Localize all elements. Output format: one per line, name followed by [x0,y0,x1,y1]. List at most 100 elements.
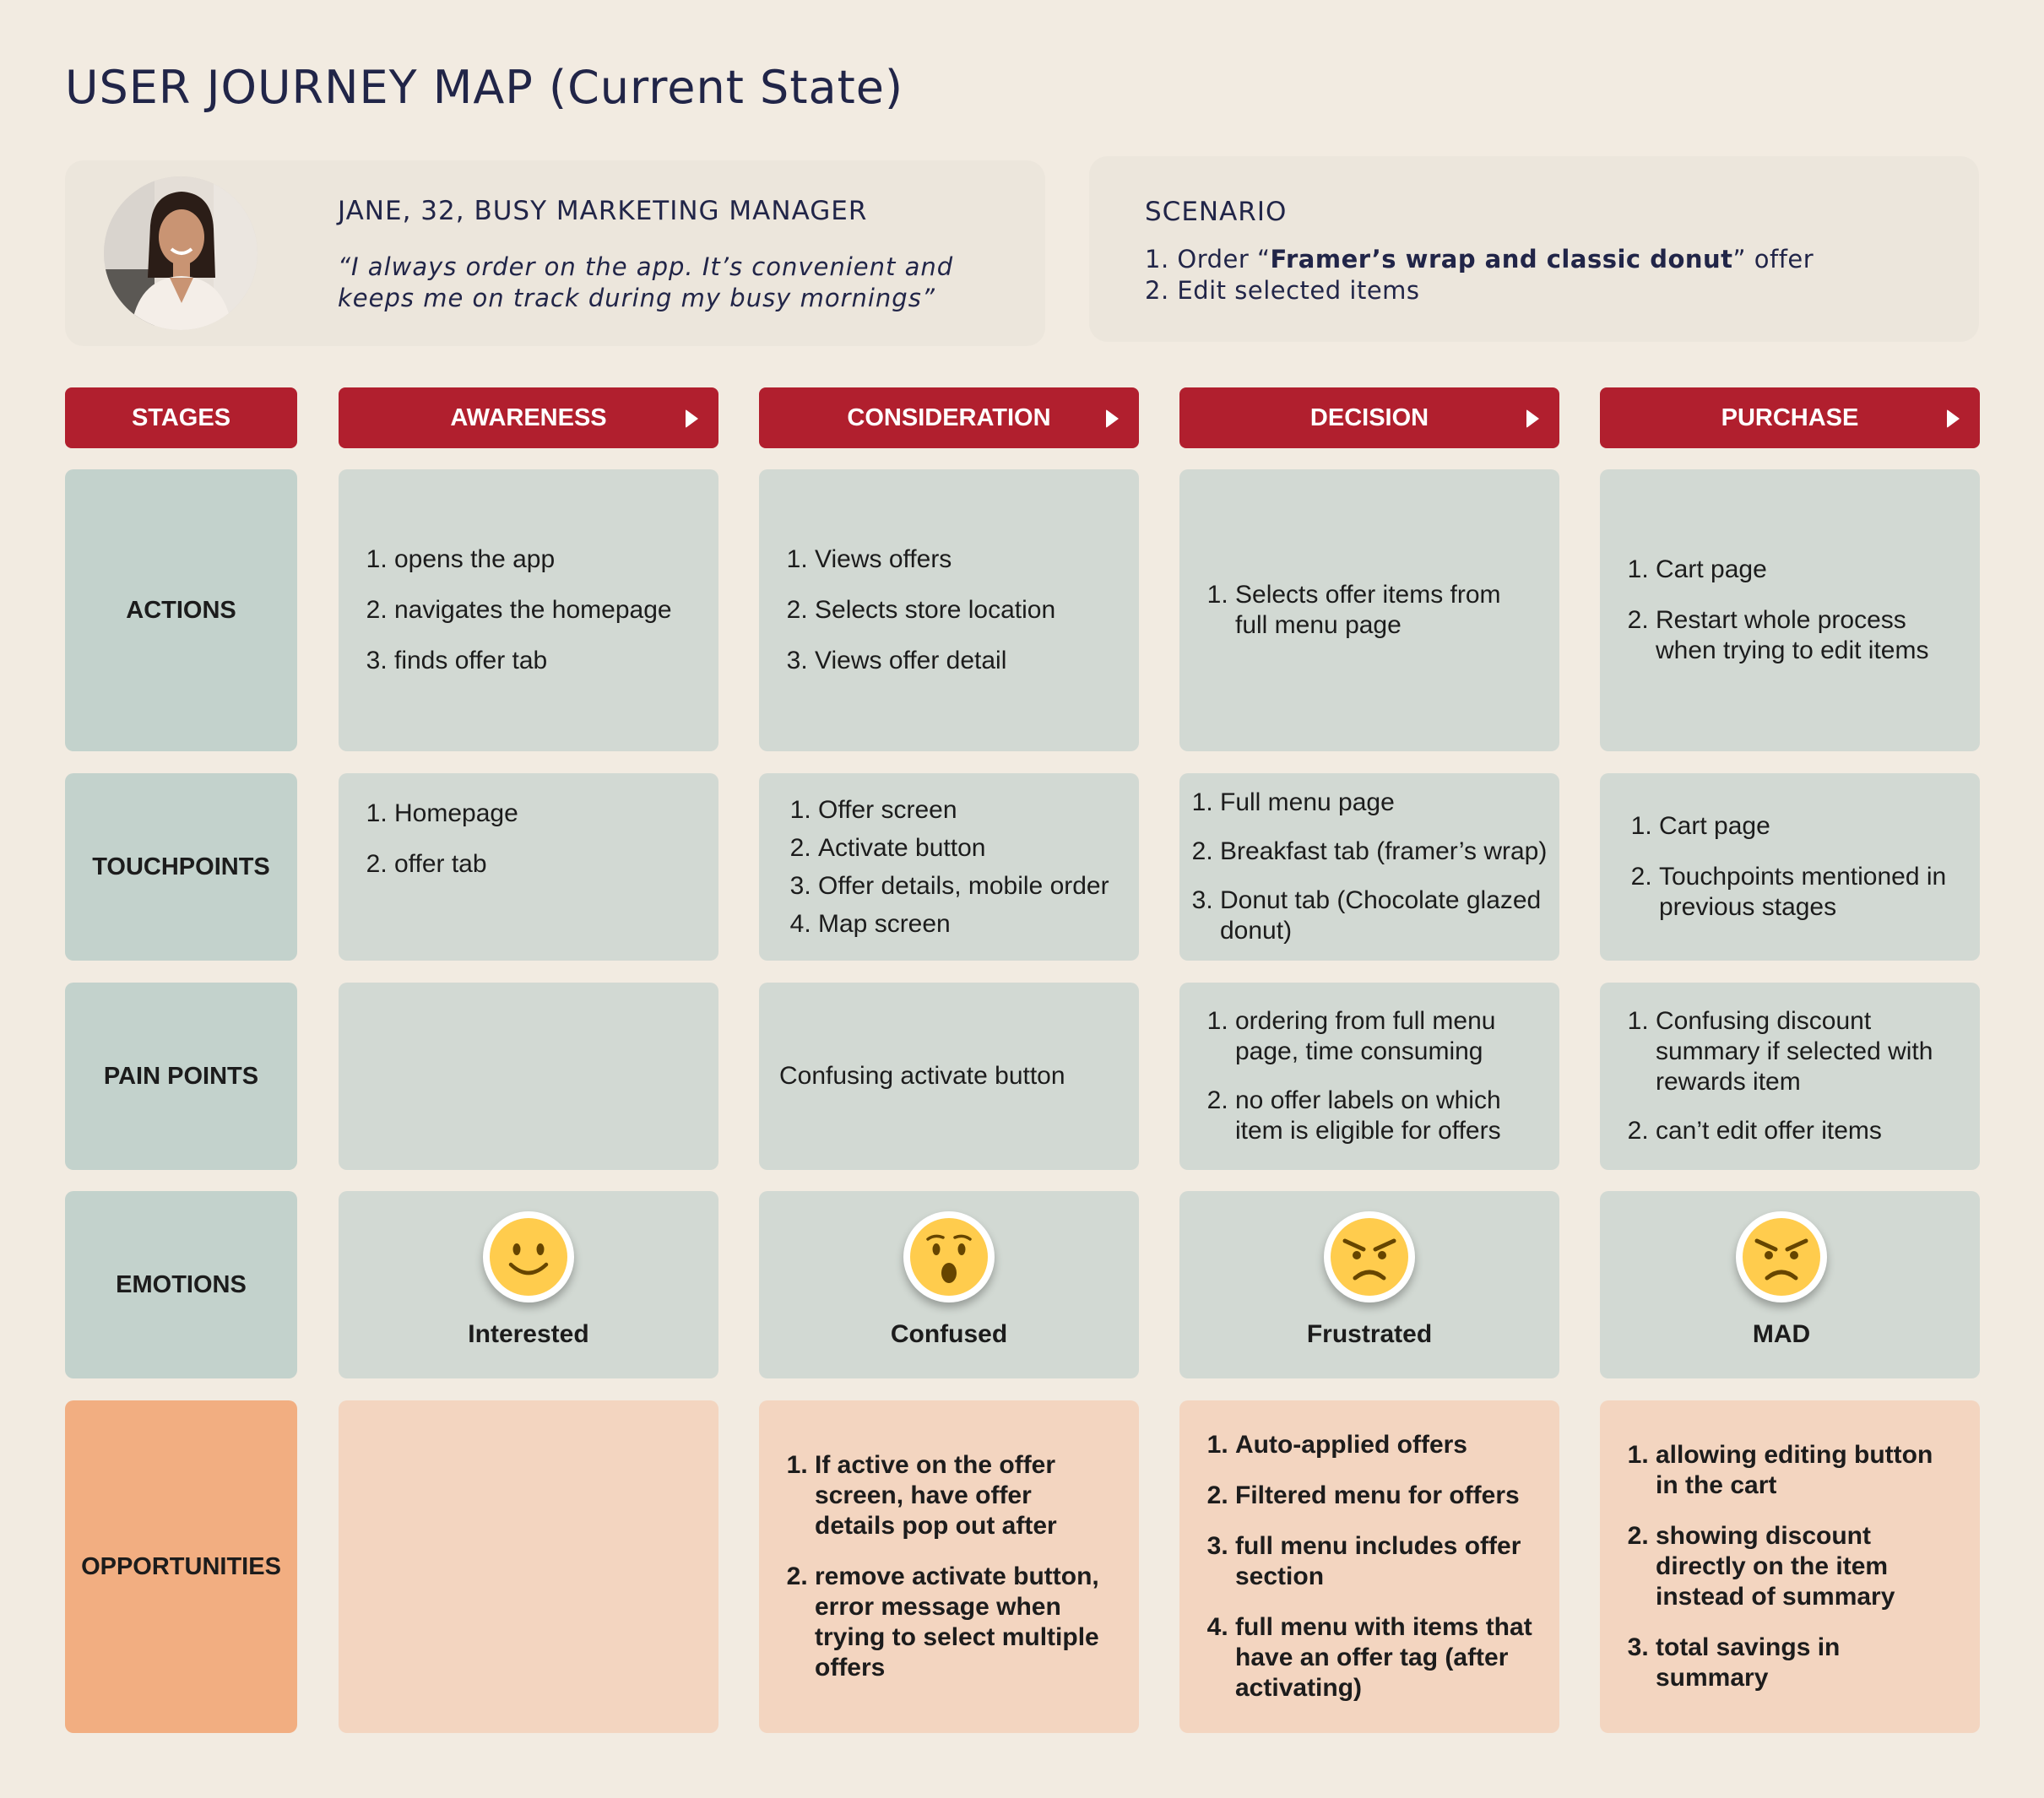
touchpoints-list: Homepage offer tab [364,799,518,880]
play-icon [1106,409,1119,428]
list-item: remove activate button, error message wh… [815,1562,1114,1683]
scenario-item-highlight: Framer’s wrap and classic donut [1270,245,1733,273]
scenario-card: SCENARIO 1. Order “Framer’s wrap and cla… [1089,156,1979,342]
list-item: allowing editing button in the cart [1656,1440,1955,1501]
actions-awareness: opens the app navigates the homepage fin… [339,469,718,751]
actions-decision: Selects offer items from full menu page [1179,469,1559,751]
list-item: full menu includes offer section [1235,1531,1534,1592]
opportunities-list: allowing editing button in the cart show… [1625,1440,1955,1693]
angry-face-icon [1324,1211,1415,1302]
list-item: Selects offer items from full menu page [1235,580,1534,641]
stage-name: AWARENESS [450,403,607,431]
list-item: Views offers [815,544,1055,575]
play-icon [1947,409,1960,428]
list-item: If active on the offer screen, have offe… [815,1450,1114,1541]
list-item: Donut tab (Chocolate glazed donut) [1220,885,1553,946]
pain-points-consideration: Confusing activate button [759,983,1139,1170]
actions-list: opens the app navigates the homepage fin… [364,544,672,676]
list-item: Views offer detail [815,646,1055,676]
actions-list: Cart page Restart whole process when try… [1625,555,1955,666]
row-label-actions: ACTIONS [65,469,297,751]
scenario-item: 1. Order “Framer’s wrap and classic donu… [1145,244,1814,275]
list-item: can’t edit offer items [1656,1116,1955,1146]
actions-list: Views offers Selects store location View… [784,544,1055,676]
row-label-text: PAIN POINTS [103,1063,259,1090]
list-item: Offer details, mobile order [818,871,1109,902]
persona-name: JANE, 32, BUSY MARKETING MANAGER [338,196,868,226]
list-item: Touchpoints mentioned in previous stages [1659,862,1955,923]
row-label-pain-points: PAIN POINTS [65,983,297,1170]
list-item: no offer labels on which item is eligibl… [1235,1086,1534,1146]
pain-point-text: Confusing activate button [779,1062,1065,1090]
list-item: Homepage [394,799,518,829]
pain-points-list: Confusing discount summary if selected w… [1625,1006,1955,1146]
avatar [104,176,258,330]
list-item: opens the app [394,544,672,575]
stage-header-awareness: AWARENESS [339,387,718,448]
list-item: navigates the homepage [394,595,672,626]
opportunities-purchase: allowing editing button in the cart show… [1600,1400,1980,1733]
list-item: total savings in summary [1656,1633,1955,1693]
pain-points-purchase: Confusing discount summary if selected w… [1600,983,1980,1170]
row-label-text: EMOTIONS [116,1271,247,1298]
opportunities-list: Auto-applied offers Filtered menu for of… [1205,1430,1534,1703]
actions-consideration: Views offers Selects store location View… [759,469,1139,751]
row-label-emotions: EMOTIONS [65,1191,297,1378]
stage-name: DECISION [1309,403,1429,431]
touchpoints-awareness: Homepage offer tab [339,773,718,961]
actions-purchase: Cart page Restart whole process when try… [1600,469,1980,751]
row-label-text: ACTIONS [126,597,236,624]
scenario-item: 2. Edit selected items [1145,276,1420,305]
list-item: Full menu page [1220,788,1553,818]
surprised-face-icon [903,1211,995,1302]
list-item: Offer screen [818,795,1109,826]
list-item: showing discount directly on the item in… [1656,1521,1955,1612]
touchpoints-consideration: Offer screen Activate button Offer detai… [759,773,1139,961]
row-label-opportunities: OPPORTUNITIES [65,1400,297,1733]
smiling-face-icon [483,1211,574,1302]
stages-label: STAGES [65,387,297,448]
play-icon [1526,409,1539,428]
emotion-label: Interested [468,1320,589,1348]
touchpoints-purchase: Cart page Touchpoints mentioned in previ… [1600,773,1980,961]
persona-card: JANE, 32, BUSY MARKETING MANAGER “I alwa… [65,160,1045,346]
emotion-label: Confused [890,1320,1008,1348]
touchpoints-decision: Full menu page Breakfast tab (framer’s w… [1179,773,1559,961]
list-item: finds offer tab [394,646,672,676]
touchpoints-list: Offer screen Activate button Offer detai… [788,795,1109,940]
stage-header-consideration: CONSIDERATION [759,387,1139,448]
stages-label-text: STAGES [131,403,231,431]
list-item: ordering from full menu page, time consu… [1235,1006,1534,1067]
list-item: Breakfast tab (framer’s wrap) [1220,837,1553,867]
row-label-text: OPPORTUNITIES [81,1553,281,1580]
stage-header-decision: DECISION [1179,387,1559,448]
scenario-list: 1. Order “Framer’s wrap and classic donu… [1145,244,1814,306]
list-item: Cart page [1659,811,1955,842]
opportunities-consideration: If active on the offer screen, have offe… [759,1400,1139,1733]
emotion-label: MAD [1752,1320,1811,1348]
actions-list: Selects offer items from full menu page [1205,580,1534,641]
list-item: offer tab [394,849,518,880]
row-label-touchpoints: TOUCHPOINTS [65,773,297,961]
emotion-consideration: Confused [759,1191,1139,1378]
pain-points-list: ordering from full menu page, time consu… [1205,1006,1534,1146]
row-label-text: TOUCHPOINTS [92,853,270,880]
list-item: Selects store location [815,595,1055,626]
list-item: full menu with items that have an offer … [1235,1612,1534,1703]
pain-points-awareness [339,983,718,1170]
scenario-title: SCENARIO [1145,197,1288,227]
scenario-item-text: ” offer [1732,245,1814,273]
stage-name: PURCHASE [1721,403,1859,431]
list-item: Auto-applied offers [1235,1430,1534,1460]
play-icon [686,409,698,428]
emotion-label: Frustrated [1306,1320,1433,1348]
list-item: Map screen [818,909,1109,940]
opportunities-list: If active on the offer screen, have offe… [784,1450,1114,1683]
stage-name: CONSIDERATION [847,403,1051,431]
list-item: Activate button [818,833,1109,864]
touchpoints-list: Cart page Touchpoints mentioned in previ… [1629,811,1955,923]
opportunities-awareness [339,1400,718,1733]
stage-header-purchase: PURCHASE [1600,387,1980,448]
emotion-awareness: Interested [339,1191,718,1378]
touchpoints-list: Full menu page Breakfast tab (framer’s w… [1190,788,1553,946]
